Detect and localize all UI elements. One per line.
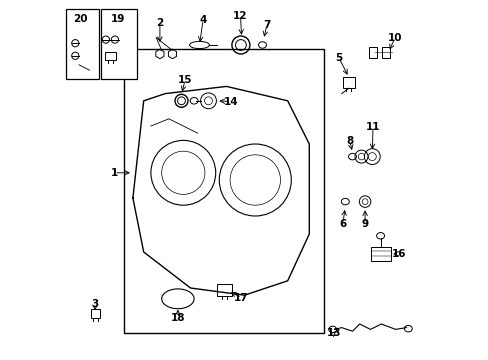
Text: 8: 8 — [346, 136, 353, 146]
Text: 13: 13 — [326, 328, 340, 338]
Text: 10: 10 — [387, 33, 402, 43]
Text: 19: 19 — [110, 14, 125, 24]
Text: 20: 20 — [73, 14, 87, 24]
Text: 7: 7 — [263, 20, 270, 30]
Bar — [101, 9, 136, 79]
Text: 17: 17 — [234, 293, 248, 303]
Text: 2: 2 — [156, 18, 163, 28]
Text: 16: 16 — [391, 249, 406, 259]
Text: 4: 4 — [199, 15, 206, 25]
Text: 12: 12 — [233, 11, 247, 21]
Text: 1: 1 — [110, 168, 118, 178]
Text: 6: 6 — [339, 219, 346, 229]
Bar — [66, 9, 99, 79]
Text: 3: 3 — [91, 299, 99, 309]
Bar — [217, 284, 231, 296]
Text: 18: 18 — [170, 312, 185, 323]
Bar — [371, 247, 390, 261]
Text: 15: 15 — [178, 75, 192, 85]
Text: 11: 11 — [365, 122, 380, 132]
Bar — [368, 47, 377, 58]
Text: 5: 5 — [334, 53, 342, 63]
Bar — [90, 309, 100, 318]
Text: 14: 14 — [223, 96, 238, 107]
Bar — [123, 49, 323, 333]
Text: 9: 9 — [361, 219, 368, 229]
Bar — [104, 52, 115, 60]
Bar — [342, 77, 354, 88]
Bar — [381, 47, 389, 58]
